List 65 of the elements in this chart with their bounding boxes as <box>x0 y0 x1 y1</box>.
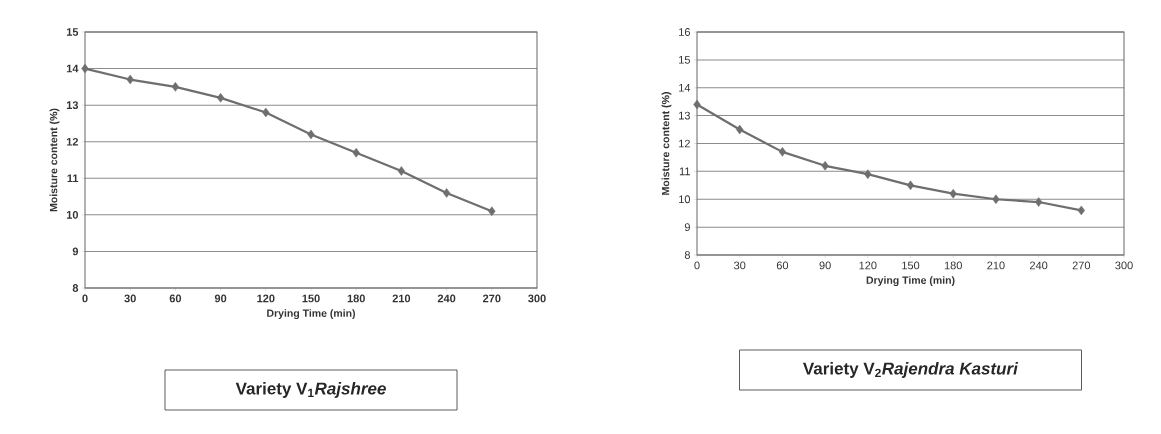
y-tick-label: 12 <box>679 139 690 148</box>
point <box>864 169 872 179</box>
point <box>171 82 180 92</box>
x-tick-label: 270 <box>483 294 501 303</box>
point <box>906 180 915 191</box>
x-tick-label: 180 <box>944 261 962 270</box>
text: Variety V$_{1}$Rajshree <box>235 382 386 398</box>
x-tick-label: 180 <box>347 294 365 303</box>
x-tick-label: 300 <box>1115 261 1133 270</box>
x-tick-label: 30 <box>124 294 136 303</box>
y-tick-label: 12 <box>66 137 79 146</box>
y-tick-label: 10 <box>679 195 691 204</box>
x-tick-label: 270 <box>1072 261 1091 270</box>
x-tick-label: 0 <box>82 294 88 303</box>
x-tick-label: 240 <box>437 294 456 303</box>
y-tick-label: 14 <box>66 64 79 73</box>
x-tick-label: 300 <box>528 294 546 303</box>
x-tick-label: 210 <box>392 294 411 303</box>
y-tick-label: 11 <box>67 174 79 183</box>
y-axis-title: Moisture content (%) <box>661 92 672 195</box>
point <box>126 74 134 85</box>
point <box>262 107 270 118</box>
y-tick-label: 9 <box>684 223 690 232</box>
x-tick-label: 90 <box>819 261 831 270</box>
x-tick-label: 30 <box>734 261 746 270</box>
point <box>693 99 701 110</box>
y-tick-label: 11 <box>679 167 690 176</box>
y-tick-label: 8 <box>684 251 690 259</box>
y-axis-title: Moisture content (%) <box>49 108 60 212</box>
x-tick-label: 120 <box>257 294 275 303</box>
y-tick-label: 8 <box>72 284 79 292</box>
point <box>992 194 1000 204</box>
point <box>1077 205 1085 216</box>
y-tick-label: 13 <box>679 111 690 120</box>
x-tick-label: 240 <box>1029 261 1048 270</box>
x-tick-label: 0 <box>694 261 700 270</box>
x-axis-title: Drying Time (min) <box>866 276 955 287</box>
x-tick-label: 210 <box>987 261 1005 270</box>
point <box>352 147 360 158</box>
point <box>397 166 406 176</box>
point <box>778 147 787 157</box>
point <box>81 63 89 74</box>
x-tick-label: 150 <box>302 294 320 303</box>
text: Variety V$_{2}$Rajendra Kasturi <box>802 362 1019 378</box>
y-tick-label: 15 <box>66 28 79 36</box>
x-axis-title: Drying Time (min) <box>267 309 355 320</box>
y-tick-label: 9 <box>72 247 79 256</box>
y-tick-label: 10 <box>66 210 79 219</box>
point <box>442 188 451 198</box>
point <box>736 124 744 135</box>
point <box>216 93 225 103</box>
point <box>949 188 957 199</box>
point <box>1034 197 1043 207</box>
x-tick-label: 120 <box>859 261 877 270</box>
x-tick-label: 150 <box>902 261 920 270</box>
x-tick-label: 60 <box>169 294 182 303</box>
y-tick-label: 16 <box>679 28 690 36</box>
y-tick-label: 15 <box>679 56 690 64</box>
point <box>488 206 496 216</box>
y-tick-label: 14 <box>679 83 691 92</box>
x-tick-label: 90 <box>214 294 227 303</box>
point <box>821 161 829 171</box>
y-tick-label: 13 <box>66 101 79 110</box>
point <box>307 129 315 140</box>
x-tick-label: 60 <box>776 261 789 270</box>
